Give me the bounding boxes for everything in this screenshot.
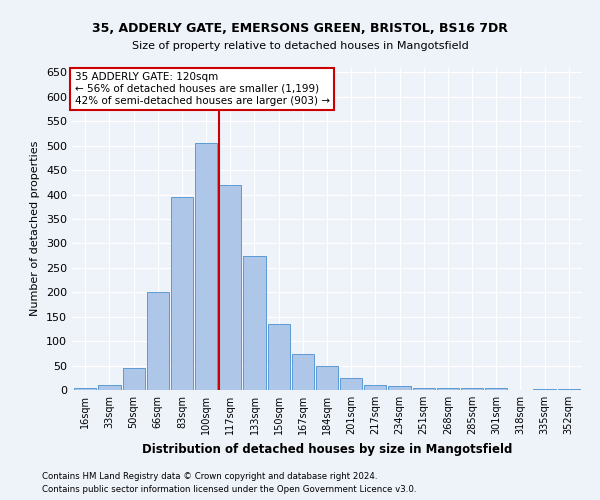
Text: Size of property relative to detached houses in Mangotsfield: Size of property relative to detached ho… [131,41,469,51]
Bar [485,388,508,390]
Bar [244,256,266,390]
Bar [171,197,193,390]
Bar [316,366,338,390]
Bar [413,388,435,390]
Bar [461,388,483,390]
Bar [219,185,241,390]
Bar [146,292,169,390]
Bar [292,354,314,390]
Bar [388,386,410,390]
Bar [195,143,217,390]
Bar [364,385,386,390]
Bar [557,388,580,390]
Text: Contains HM Land Registry data © Crown copyright and database right 2024.: Contains HM Land Registry data © Crown c… [42,472,377,481]
X-axis label: Distribution of detached houses by size in Mangotsfield: Distribution of detached houses by size … [142,442,512,456]
Text: 35 ADDERLY GATE: 120sqm
← 56% of detached houses are smaller (1,199)
42% of semi: 35 ADDERLY GATE: 120sqm ← 56% of detache… [74,72,329,106]
Y-axis label: Number of detached properties: Number of detached properties [31,141,40,316]
Bar [340,378,362,390]
Text: 35, ADDERLY GATE, EMERSONS GREEN, BRISTOL, BS16 7DR: 35, ADDERLY GATE, EMERSONS GREEN, BRISTO… [92,22,508,36]
Bar [74,388,97,390]
Bar [437,388,459,390]
Text: Contains public sector information licensed under the Open Government Licence v3: Contains public sector information licen… [42,485,416,494]
Bar [533,388,556,390]
Bar [268,324,290,390]
Bar [98,385,121,390]
Bar [122,368,145,390]
